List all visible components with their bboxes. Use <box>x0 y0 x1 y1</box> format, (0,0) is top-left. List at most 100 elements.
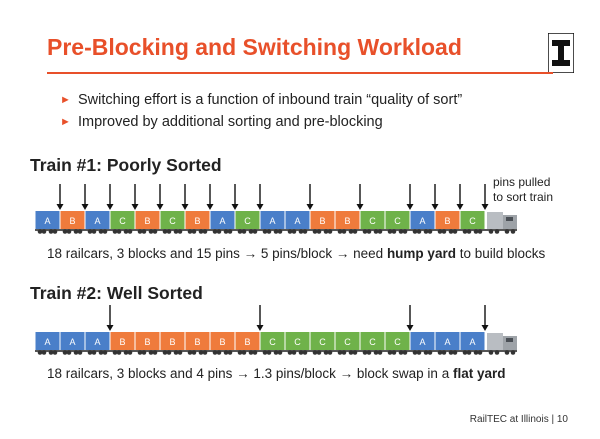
wheel <box>198 229 204 234</box>
caption-text: 18 railcars, 3 blocks and 4 pins → 1.3 p… <box>47 366 453 381</box>
wheel <box>252 350 258 355</box>
wheel <box>377 350 383 355</box>
wheel <box>416 229 422 234</box>
railcar-block-label: A <box>44 216 50 226</box>
wheel <box>102 350 108 355</box>
railcar-block-label: C <box>344 337 351 347</box>
railcar-block-label: B <box>69 216 75 226</box>
wheel <box>488 350 494 355</box>
railcar <box>435 211 460 229</box>
railcar-block-label: C <box>394 216 401 226</box>
wheel <box>227 350 233 355</box>
railcar-block-label: B <box>319 216 325 226</box>
wheel <box>141 229 147 234</box>
locomotive-window <box>506 338 513 342</box>
wheel <box>427 350 433 355</box>
railcar <box>260 211 285 229</box>
railcar <box>35 211 60 229</box>
wheel <box>41 350 47 355</box>
railcar-block-label: B <box>344 216 350 226</box>
wheel <box>187 229 193 234</box>
wheel <box>412 350 418 355</box>
railcar-block-label: A <box>419 216 425 226</box>
wheel <box>452 229 458 234</box>
railcar-block-label: B <box>169 337 175 347</box>
wheel <box>341 229 347 234</box>
wheel <box>298 229 304 234</box>
wheel <box>362 229 368 234</box>
wheel <box>116 350 122 355</box>
wheel <box>473 350 479 355</box>
railcar <box>185 332 210 350</box>
wheel <box>373 350 379 355</box>
wheel <box>77 229 83 234</box>
railcar-block-label: B <box>144 337 150 347</box>
wheel <box>98 229 104 234</box>
railcar-block-label: B <box>194 216 200 226</box>
wheel <box>241 350 247 355</box>
pin-arrowhead <box>181 204 189 210</box>
wheel <box>337 350 343 355</box>
railcar-block-label: B <box>194 337 200 347</box>
wheel <box>504 350 510 355</box>
bullet-arrow-icon: ► <box>60 94 71 106</box>
wheel <box>327 229 333 234</box>
wheel <box>262 350 268 355</box>
railcar <box>210 211 235 229</box>
wheel <box>137 229 143 234</box>
railcar <box>360 211 385 229</box>
wheel <box>441 229 447 234</box>
wheel <box>52 229 58 234</box>
wheel <box>102 229 108 234</box>
railcar <box>160 332 185 350</box>
railcar-block-label: C <box>394 337 401 347</box>
wheel <box>362 350 368 355</box>
wheel <box>91 350 97 355</box>
pin-arrowhead <box>356 204 364 210</box>
wheel <box>287 350 293 355</box>
wheel <box>216 229 222 234</box>
wheel <box>291 350 297 355</box>
railcar <box>285 332 310 350</box>
wheel <box>62 350 68 355</box>
railcar-block-label: A <box>444 337 450 347</box>
wheel <box>173 229 179 234</box>
wheel <box>391 229 397 234</box>
pin-arrowhead <box>456 204 464 210</box>
wheel <box>423 229 429 234</box>
wheel <box>248 350 254 355</box>
pin-arrowhead <box>406 204 414 210</box>
wheel <box>41 229 47 234</box>
wheel <box>48 229 54 234</box>
railcar <box>410 332 435 350</box>
wheel <box>91 229 97 234</box>
railcar-block-label: C <box>169 216 176 226</box>
railcar <box>135 332 160 350</box>
wheel <box>187 350 193 355</box>
railcar <box>160 211 185 229</box>
pins-note-line: pins pulled <box>493 175 551 189</box>
railcar-block-label: A <box>44 337 50 347</box>
railcar <box>385 332 410 350</box>
railcar <box>360 332 385 350</box>
wheel <box>202 229 208 234</box>
pin-arrowhead <box>481 204 489 210</box>
railcar-block-label: A <box>94 337 100 347</box>
wheel <box>162 229 168 234</box>
railcar <box>260 332 285 350</box>
train2-caption: 18 railcars, 3 blocks and 4 pins → 1.3 p… <box>47 366 505 381</box>
wheel <box>477 229 483 234</box>
wheel <box>152 350 158 355</box>
railcar <box>335 332 360 350</box>
wheel <box>473 229 479 234</box>
railcar <box>310 211 335 229</box>
wheel <box>152 229 158 234</box>
wheel <box>112 350 118 355</box>
wheel <box>62 229 68 234</box>
wheel <box>510 350 516 355</box>
wheel <box>212 350 218 355</box>
wheel <box>427 229 433 234</box>
wheel <box>477 350 483 355</box>
wheel <box>127 350 133 355</box>
pin-arrowhead <box>431 204 439 210</box>
